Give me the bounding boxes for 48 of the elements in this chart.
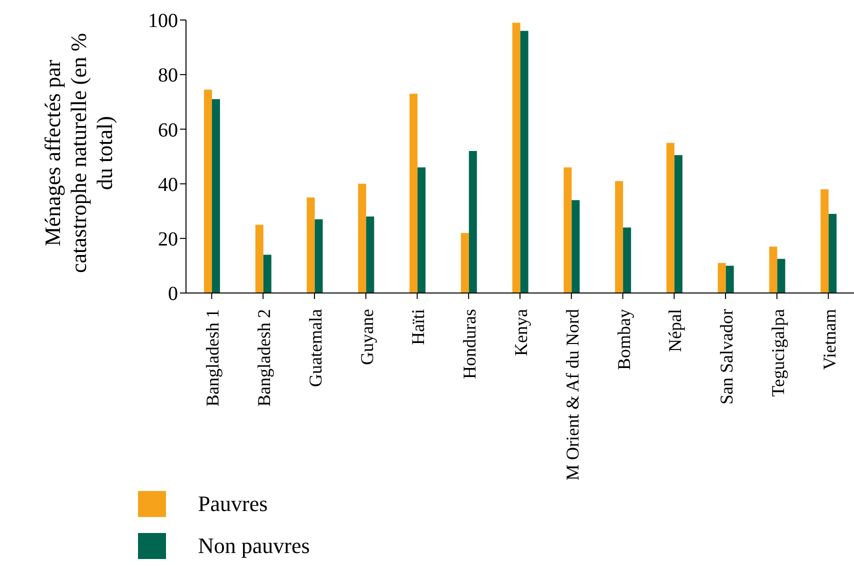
bar <box>777 258 786 293</box>
bar <box>306 197 315 293</box>
bar <box>564 167 572 293</box>
bar <box>314 219 323 293</box>
bar <box>615 181 624 293</box>
bar <box>572 200 580 293</box>
x-tick-label: Kenya <box>511 308 531 356</box>
y-tick-label: 0 <box>168 283 178 306</box>
bar <box>769 246 778 293</box>
bar <box>366 216 374 293</box>
x-tick-label: Népal <box>665 309 686 352</box>
x-tick-label: Vietnam <box>819 309 840 370</box>
x-tick-label: Tegucigalpa <box>768 308 788 397</box>
bar <box>212 99 220 293</box>
y-tick-label: 40 <box>158 174 178 196</box>
y-tick-label: 100 <box>148 10 178 32</box>
bar <box>263 254 272 293</box>
x-tick-label: Bangladesh 1 <box>202 309 223 406</box>
x-tick-label: Guyane <box>356 308 377 365</box>
bar <box>468 151 477 293</box>
bar <box>460 232 469 293</box>
x-tick-label: San Salvador <box>716 308 737 404</box>
y-tick-label: 80 <box>158 64 178 87</box>
x-tick-label: Honduras <box>460 309 480 379</box>
bar <box>828 214 837 293</box>
y-axis-title: Ménages affectés par catastrophe naturelle (en % du total) <box>40 32 118 276</box>
bar <box>410 94 418 293</box>
bar <box>418 167 426 293</box>
bar <box>666 142 674 293</box>
x-tick-label: M Orient & Af du Nord <box>562 309 582 480</box>
bar <box>674 155 682 293</box>
bar <box>726 266 734 293</box>
x-tick-label: Guatemala <box>305 309 326 387</box>
bar <box>204 90 212 293</box>
y-tick-label: 20 <box>158 228 178 250</box>
x-tick-label: Bangladesh 2 <box>254 309 274 406</box>
legend-label: Pauvres <box>198 491 268 517</box>
bar <box>255 224 264 293</box>
legend-label: Non pauvres <box>198 533 310 559</box>
y-tick-label: 60 <box>158 119 178 142</box>
bar <box>520 30 528 293</box>
bar <box>512 22 520 293</box>
x-tick-label: Haïti <box>408 309 428 345</box>
x-tick-label: Bombay <box>614 309 634 370</box>
bar <box>358 184 366 293</box>
bar <box>718 262 726 293</box>
bar <box>820 189 829 293</box>
bar <box>623 227 632 293</box>
